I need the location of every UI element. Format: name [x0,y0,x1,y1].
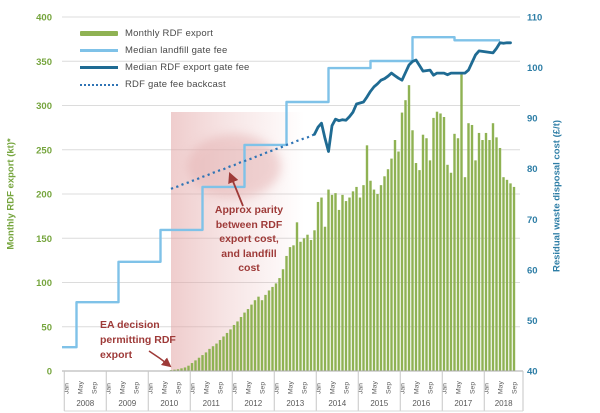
left-axis-tick-labels: 0 50 100 150 200 250 300 350 400 [36,13,52,378]
legend-item-median-landfill-gate-fee: Median landfill gate fee [80,42,250,59]
svg-text:Jan: Jan [106,383,113,394]
svg-text:Jan: Jan [358,383,365,394]
svg-text:2012: 2012 [244,399,262,408]
svg-text:Jan: Jan [316,383,323,394]
svg-text:May: May [498,381,505,394]
svg-text:2014: 2014 [328,399,346,408]
svg-text:250: 250 [36,145,52,156]
legend-item-median-rdf-export-gate-fee: Median RDF export gate fee [80,59,250,76]
annotation-line: export [100,349,133,361]
svg-text:May: May [456,381,463,394]
right-axis-tick-labels: 40 50 60 70 80 90 100 110 [527,13,543,378]
svg-text:100: 100 [527,63,543,74]
annotation-line: EA decision [100,319,160,331]
svg-text:Jan: Jan [484,383,491,394]
legend-label: Median RDF export gate fee [125,62,250,73]
dotted-line-swatch-icon [80,83,118,86]
svg-text:Jan: Jan [400,383,407,394]
svg-text:110: 110 [527,13,542,24]
svg-text:0: 0 [47,367,52,378]
svg-text:Jan: Jan [442,383,449,394]
bars-monthly-rdf-export [169,74,516,372]
annotation-line: export cost, [219,233,279,245]
legend-label: Monthly RDF export [125,28,214,39]
svg-text:Sep: Sep [92,382,99,394]
svg-text:Sep: Sep [260,382,267,394]
svg-text:Sep: Sep [344,382,351,394]
line-swatch-icon [80,49,118,52]
legend-item-monthly-rdf-export: Monthly RDF export [80,25,250,42]
legend-item-rdf-gate-fee-backcast: RDF gate fee backcast [80,76,250,93]
svg-text:Sep: Sep [134,382,141,394]
x-axis-labels: Jan May Sep 2008 Jan May Sep 2009 Jan May Sep 2010 J… [64,371,524,412]
annotation-line: Approx parity [214,204,284,216]
svg-text:50: 50 [527,316,538,327]
svg-text:Sep: Sep [218,382,225,394]
svg-text:Sep: Sep [470,382,477,394]
svg-text:May: May [246,381,253,394]
svg-text:Jan: Jan [274,383,281,394]
svg-text:Sep: Sep [428,382,435,394]
parity-highlight-ellipse [187,134,281,199]
svg-text:2016: 2016 [412,399,430,408]
svg-text:May: May [372,381,379,394]
svg-text:2010: 2010 [160,399,178,408]
svg-text:2018: 2018 [495,399,513,408]
svg-text:2017: 2017 [454,399,472,408]
svg-text:May: May [78,381,85,394]
bar-swatch-icon [80,31,118,36]
svg-text:May: May [162,381,169,394]
svg-text:70: 70 [527,215,538,226]
annotation-arrows [148,171,244,368]
svg-text:2011: 2011 [203,399,221,408]
annotation-line: and landfill [221,247,277,260]
thick-line-swatch-icon [80,65,118,70]
annotation-line: permitting RDF [100,334,176,346]
svg-text:50: 50 [41,322,52,333]
line-median-rdf-export-gate-fee [313,41,512,153]
svg-text:Sep: Sep [302,382,309,394]
svg-text:May: May [120,381,127,394]
svg-text:Sep: Sep [512,382,519,394]
right-axis-title: Residual waste disposal cost (£/t) [551,119,563,273]
svg-text:May: May [288,381,295,394]
svg-text:200: 200 [36,190,52,201]
svg-text:Jan: Jan [64,383,71,394]
svg-text:60: 60 [527,265,538,276]
svg-text:100: 100 [36,278,52,289]
svg-text:150: 150 [36,234,52,245]
annotation-line: between RDF [215,218,283,231]
svg-text:90: 90 [527,114,538,125]
svg-text:350: 350 [36,57,52,68]
svg-text:Sep: Sep [176,382,183,394]
svg-text:May: May [204,381,211,394]
svg-text:Jan: Jan [148,383,155,394]
svg-text:2008: 2008 [76,399,94,408]
svg-text:Jan: Jan [232,383,239,394]
svg-text:400: 400 [36,13,52,24]
annotation-ea-decision: EA decision permitting RDF export [100,318,210,363]
annotation-line: cost [238,262,260,274]
legend-label: RDF gate fee backcast [125,79,226,90]
svg-text:40: 40 [527,367,538,378]
svg-text:2009: 2009 [118,399,136,408]
legend-label: Median landfill gate fee [125,45,228,56]
line-median-landfill-gate-fee [62,36,500,349]
svg-text:Jan: Jan [190,383,197,394]
svg-text:May: May [330,381,337,394]
left-axis-title: Monthly RDF export (kt)* [5,138,17,250]
svg-text:2015: 2015 [370,399,388,408]
svg-text:Sep: Sep [386,382,393,394]
svg-text:80: 80 [527,164,538,175]
svg-text:300: 300 [36,101,52,112]
chart-legend: Monthly RDF export Median landfill gate … [80,25,250,93]
annotation-parity: Approx parity between RDF export cost, a… [199,203,299,276]
svg-text:2013: 2013 [286,399,304,408]
svg-text:May: May [414,381,421,394]
